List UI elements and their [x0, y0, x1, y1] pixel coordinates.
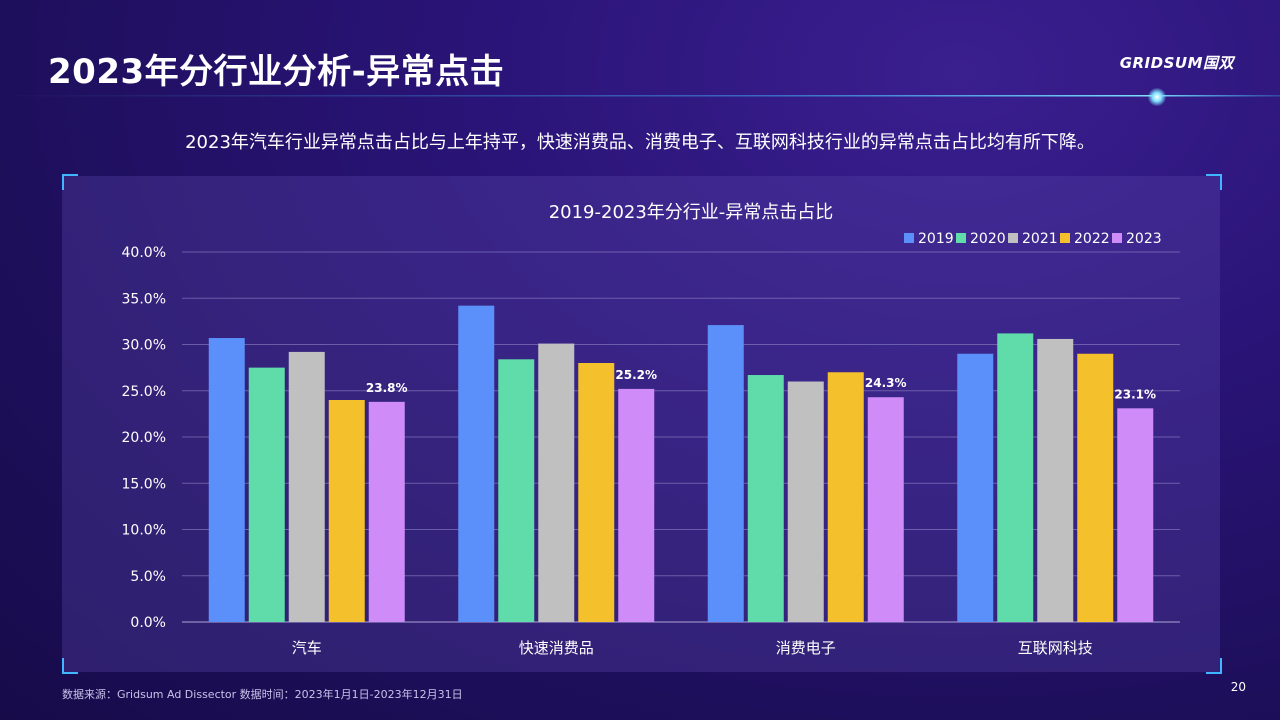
- y-tick-label: 0.0%: [130, 615, 166, 631]
- bar-2021-3: [1037, 338, 1074, 622]
- bar-2020-2: [747, 375, 784, 622]
- bar-2020-0: [248, 367, 285, 622]
- bar-2020-1: [498, 359, 535, 622]
- page-number: 20: [1230, 680, 1246, 694]
- bar-2023-0: [368, 401, 405, 622]
- bar-2021-2: [787, 381, 824, 622]
- data-label: 23.8%: [366, 381, 408, 395]
- bar-2019-1: [458, 305, 495, 622]
- data-label: 24.3%: [865, 376, 907, 390]
- y-tick-label: 35.0%: [122, 291, 166, 307]
- legend-label: 2020: [970, 231, 1006, 247]
- legend-swatch: [904, 233, 914, 243]
- data-label: 25.2%: [615, 368, 657, 382]
- bar-2022-1: [578, 363, 615, 622]
- corner-bracket-icon: [62, 174, 78, 190]
- bar-2019-0: [208, 338, 245, 622]
- bar-2022-2: [827, 372, 864, 622]
- x-tick-label: 快速消费品: [519, 639, 594, 657]
- y-tick-label: 25.0%: [122, 384, 166, 400]
- bar-2023-1: [618, 388, 655, 622]
- bar-2021-0: [288, 351, 325, 622]
- corner-bracket-icon: [1206, 174, 1222, 190]
- y-tick-label: 5.0%: [130, 569, 166, 585]
- legend-label: 2021: [1022, 231, 1058, 247]
- bar-2019-2: [707, 325, 744, 622]
- x-tick-label: 消费电子: [776, 639, 836, 657]
- bar-2019-3: [957, 353, 994, 622]
- header-divider: [0, 95, 1280, 97]
- x-tick-label: 互联网科技: [1018, 639, 1093, 657]
- bar-2023-3: [1117, 408, 1154, 622]
- corner-bracket-icon: [62, 658, 78, 674]
- data-label: 23.1%: [1114, 387, 1156, 401]
- bar-2022-0: [328, 400, 365, 622]
- legend-swatch: [1112, 233, 1122, 243]
- y-tick-label: 30.0%: [122, 338, 166, 354]
- corner-bracket-icon: [1206, 658, 1222, 674]
- page-title: 2023年分行业分析-异常点击: [48, 52, 505, 92]
- bar-2023-2: [867, 397, 904, 622]
- data-source-note: 数据来源：Gridsum Ad Dissector 数据时间：2023年1月1日…: [62, 688, 463, 701]
- legend-label: 2023: [1126, 231, 1162, 247]
- bar-2020-3: [997, 333, 1034, 622]
- legend-swatch: [1060, 233, 1070, 243]
- page-subtitle: 2023年汽车行业异常点击占比与上年持平，快速消费品、消费电子、互联网科技行业的…: [185, 132, 1095, 153]
- y-tick-label: 40.0%: [122, 245, 166, 261]
- bar-2022-3: [1077, 353, 1114, 622]
- bar-2021-1: [538, 343, 575, 622]
- x-tick-label: 汽车: [292, 639, 322, 657]
- glow-dot-icon: [1148, 88, 1166, 106]
- y-tick-label: 20.0%: [122, 430, 166, 446]
- legend-swatch: [1008, 233, 1018, 243]
- legend-label: 2019: [918, 231, 954, 247]
- chart-title: 2019-2023年分行业-异常点击占比: [549, 202, 834, 223]
- brand-logo: GRIDSUM国双: [1119, 54, 1234, 72]
- y-tick-label: 15.0%: [122, 476, 166, 492]
- legend-label: 2022: [1074, 231, 1110, 247]
- legend-swatch: [956, 233, 966, 243]
- y-tick-label: 10.0%: [122, 523, 166, 539]
